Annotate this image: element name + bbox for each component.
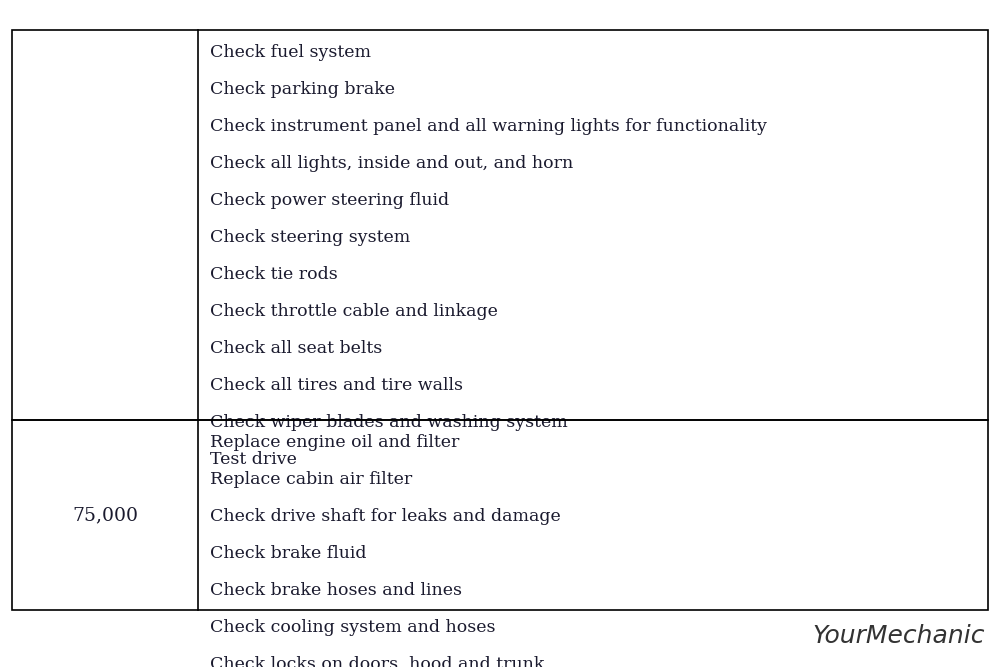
Text: Check throttle cable and linkage: Check throttle cable and linkage — [210, 303, 498, 320]
Text: Test drive: Test drive — [210, 451, 297, 468]
Text: 75,000: 75,000 — [72, 506, 138, 524]
Text: Check drive shaft for leaks and damage: Check drive shaft for leaks and damage — [210, 508, 561, 525]
Text: Check all seat belts: Check all seat belts — [210, 340, 382, 357]
Text: Check all tires and tire walls: Check all tires and tire walls — [210, 377, 463, 394]
Text: Check instrument panel and all warning lights for functionality: Check instrument panel and all warning l… — [210, 118, 767, 135]
Bar — [12, 420, 988, 610]
Text: YourMechanic: YourMechanic — [812, 624, 985, 648]
Text: Check fuel system: Check fuel system — [210, 44, 371, 61]
Text: Check steering system: Check steering system — [210, 229, 410, 246]
Text: Check tie rods: Check tie rods — [210, 266, 338, 283]
Text: Check brake hoses and lines: Check brake hoses and lines — [210, 582, 462, 599]
Text: Replace cabin air filter: Replace cabin air filter — [210, 471, 412, 488]
Bar — [12, 30, 988, 420]
Text: Check wiper blades and washing system: Check wiper blades and washing system — [210, 414, 568, 431]
Text: Check power steering fluid: Check power steering fluid — [210, 192, 449, 209]
Text: Replace engine oil and filter: Replace engine oil and filter — [210, 434, 459, 451]
Text: Check parking brake: Check parking brake — [210, 81, 395, 98]
Text: Check brake fluid: Check brake fluid — [210, 545, 366, 562]
Text: Check all lights, inside and out, and horn: Check all lights, inside and out, and ho… — [210, 155, 573, 172]
Text: Check cooling system and hoses: Check cooling system and hoses — [210, 619, 496, 636]
Text: Check locks on doors, hood and trunk: Check locks on doors, hood and trunk — [210, 656, 544, 667]
